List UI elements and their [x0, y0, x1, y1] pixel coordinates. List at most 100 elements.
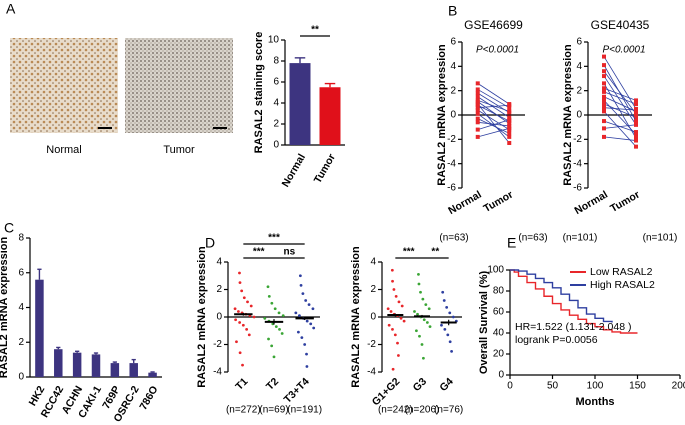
pair-line	[603, 56, 637, 110]
panel-label: B	[448, 3, 457, 19]
pair-line	[603, 107, 637, 111]
y-tick-label: 100	[487, 265, 504, 276]
point	[416, 312, 419, 316]
bar	[72, 352, 82, 377]
point	[602, 69, 606, 74]
annotation: logrank P=0.0056	[515, 334, 598, 346]
point	[274, 325, 278, 329]
ihc-image	[125, 38, 233, 133]
bar	[35, 279, 44, 377]
n-label: (n=206)	[405, 405, 440, 416]
point	[634, 102, 638, 107]
point	[390, 268, 394, 272]
y-tick-label: 4	[273, 98, 279, 109]
point	[238, 351, 242, 355]
point	[391, 279, 394, 283]
point	[507, 105, 512, 110]
point	[507, 134, 512, 139]
point	[307, 303, 311, 307]
significance-label: ***	[253, 247, 265, 258]
point	[507, 110, 512, 115]
y-tick-label: -2	[213, 339, 222, 350]
y-axis-label: RASAL2 mRNA expression	[562, 44, 574, 186]
point	[305, 365, 309, 368]
point	[507, 123, 512, 128]
point	[419, 290, 422, 294]
point	[246, 300, 249, 304]
pair-line	[477, 92, 510, 113]
point	[418, 334, 421, 338]
point	[475, 102, 480, 107]
pair-line	[603, 124, 637, 129]
point	[634, 119, 638, 124]
point	[415, 329, 418, 333]
pair-line	[477, 104, 510, 122]
point	[507, 117, 512, 122]
point	[417, 272, 420, 276]
point	[602, 81, 606, 86]
point	[417, 282, 421, 286]
point	[294, 311, 298, 315]
pair-line	[477, 113, 510, 138]
n-label: (n=69)	[259, 405, 288, 416]
panel-label: D	[205, 235, 215, 251]
point	[394, 294, 398, 298]
pair-line	[603, 87, 637, 101]
point	[421, 297, 425, 301]
point	[389, 310, 393, 313]
point	[387, 323, 391, 327]
pair-line	[603, 100, 637, 135]
y-tick-label: -6	[573, 183, 582, 194]
point	[300, 336, 304, 340]
n-label: (n=101)	[563, 233, 598, 244]
point	[507, 126, 512, 131]
significance-label: **	[311, 25, 319, 36]
bar	[54, 349, 63, 377]
y-tick-label: 0	[576, 110, 582, 121]
point	[396, 341, 399, 345]
point	[393, 333, 397, 337]
point	[507, 115, 512, 120]
point	[392, 288, 396, 291]
point	[634, 115, 638, 120]
point	[238, 321, 242, 324]
pair-line	[603, 96, 637, 112]
pair-line	[603, 70, 637, 115]
pair-line	[477, 89, 510, 109]
y-tick-label: 0	[18, 372, 24, 383]
point	[242, 296, 246, 300]
point	[240, 289, 244, 293]
p-value: P<0.0001	[476, 45, 519, 56]
x-tick-label: Tumor	[312, 152, 338, 186]
y-tick-label: 4	[18, 302, 24, 313]
point	[311, 307, 315, 311]
point	[440, 323, 443, 327]
bar	[91, 354, 101, 377]
x-tick-label: G1+G2	[370, 375, 403, 408]
y-tick-label: 2	[273, 119, 279, 130]
panel-label: C	[4, 220, 14, 236]
point	[298, 274, 302, 278]
survival-curve	[510, 269, 613, 323]
legend-label: Low RASAL2	[590, 266, 653, 278]
bar	[319, 87, 341, 145]
point	[280, 332, 284, 335]
point	[602, 109, 606, 114]
point	[278, 327, 281, 331]
significance-label: ns	[283, 247, 295, 258]
point	[238, 281, 242, 285]
x-tick-label: 786O	[137, 384, 160, 412]
n-label: (n=63)	[439, 233, 468, 244]
point	[634, 130, 638, 135]
pair-line	[603, 111, 637, 147]
pair-line	[477, 101, 510, 124]
x-tick-label: T1	[233, 375, 250, 392]
point	[602, 86, 606, 91]
point	[270, 344, 274, 348]
y-tick-label: 4	[450, 61, 456, 72]
n-label: (n=63)	[518, 233, 547, 244]
point	[235, 340, 238, 344]
point	[475, 94, 480, 99]
y-tick-label: 60	[493, 307, 505, 318]
point	[420, 343, 424, 346]
